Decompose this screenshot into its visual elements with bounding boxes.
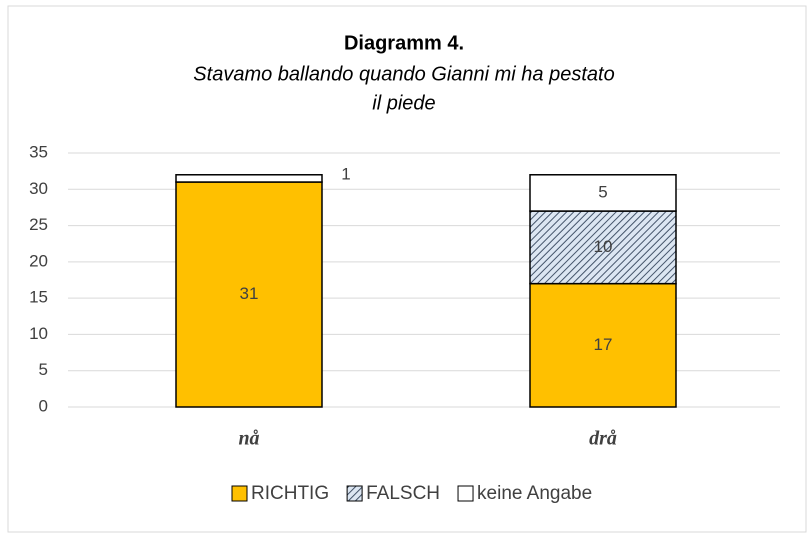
legend-swatch (231, 485, 248, 502)
data-label: 17 (594, 335, 613, 354)
data-label: 5 (598, 182, 607, 201)
bar-segment (529, 210, 677, 285)
bar-segment (529, 174, 677, 212)
y-tick-label: 25 (29, 215, 48, 234)
bar-segment (529, 282, 677, 408)
chart-subtitle: il piede (372, 92, 435, 114)
y-tick-label: 35 (29, 142, 48, 161)
data-label: 10 (594, 237, 613, 256)
chart-subtitle: Stavamo ballando quando Gianni mi ha pes… (193, 63, 614, 85)
legend-swatch (346, 485, 363, 502)
chart-title: Diagramm 4. (344, 32, 464, 54)
x-tick-label: drå (589, 428, 617, 450)
legend-label: RICHTIG (251, 483, 329, 504)
legend-label: keine Angabe (477, 483, 592, 504)
y-tick-label: 0 (39, 396, 48, 415)
legend-label: FALSCH (366, 483, 440, 504)
x-tick-label: nå (238, 428, 259, 450)
legend-swatch (457, 485, 474, 502)
y-tick-label: 20 (29, 251, 48, 270)
y-tick-label: 10 (29, 324, 48, 343)
y-tick-label: 30 (29, 179, 48, 198)
bar-segment (175, 174, 323, 183)
y-tick-label: 15 (29, 288, 48, 307)
y-tick-label: 5 (39, 360, 48, 379)
data-label: 31 (240, 284, 259, 303)
bar-segment (175, 181, 323, 408)
data-label: 1 (341, 164, 350, 183)
